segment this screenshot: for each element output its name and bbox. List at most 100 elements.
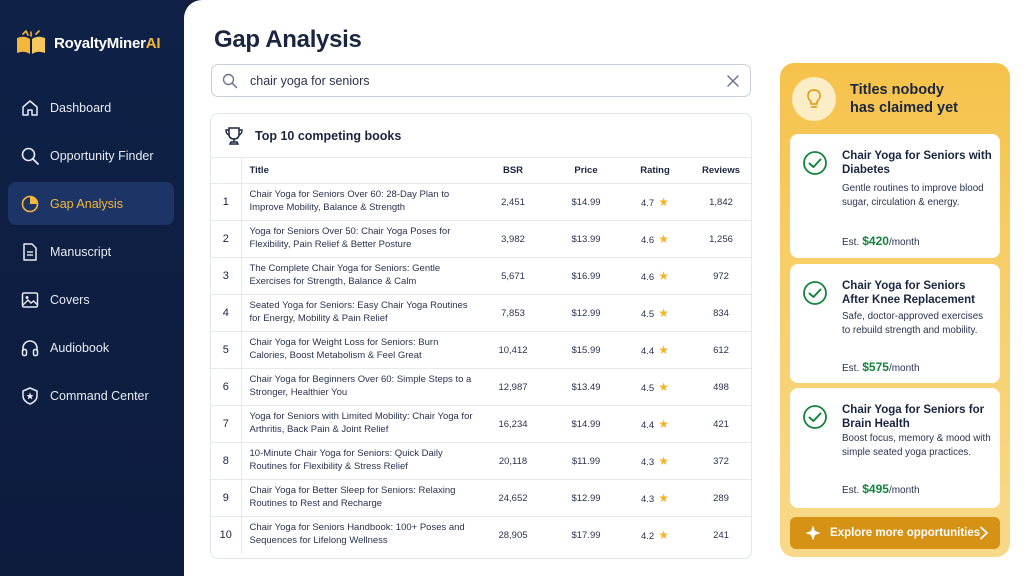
table-row[interactable]: 10 Chair Yoga for Seniors Handbook: 100+ … [211,516,751,554]
rating-cell: 4.2 ★ [641,528,669,543]
main-panel: Gap Analysis Top 10 competing books Titl… [184,0,1024,576]
sidebar-item-label: Dashboard [50,100,112,115]
star-icon: ★ [658,380,669,394]
shield-icon [22,386,38,405]
table-row[interactable]: 4 Seated Yoga for Seniors: Easy Chair Yog… [211,294,751,332]
price-cell: $14.99 [553,183,619,221]
check-circle-icon [803,281,827,305]
search-bar[interactable] [211,64,751,97]
search-icon [222,73,238,88]
rank-cell: 1 [211,183,242,221]
rank-cell: 5 [211,331,242,369]
sidebar-item-manuscript[interactable]: Manuscript [8,230,174,273]
reviews-cell: 241 [713,529,729,541]
rating-cell: 4.3 ★ [619,479,691,517]
sidebar-nav: Dashboard Opportunity Finder Gap Analysi… [8,86,174,422]
trophy-icon [225,126,243,145]
rating-column-header[interactable]: Rating [619,157,691,184]
competing-books-table: Title BSR Price Rating Reviews 1 Chair Yo… [211,157,751,554]
rating-cell: 4.4 ★ [619,405,691,443]
search-input[interactable] [250,73,726,88]
rank-cell: 2 [211,220,242,258]
bsr-cell: 7,853 [473,294,553,332]
rank-cell: 6 [211,368,242,406]
opportunities-title: Titles nobody has claimed yet [850,81,958,116]
title-cell: Chair Yoga for Better Sleep for Seniors:… [241,479,473,517]
lightbulb-icon [807,89,821,108]
opportunity-title: Chair Yoga for Seniors for Brain Health [842,404,985,431]
home-icon [22,99,38,116]
title-cell: Yoga for Seniors with Limited Mobility: … [241,405,473,443]
star-icon: ★ [658,491,669,505]
table-row[interactable]: 9 Chair Yoga for Better Sleep for Seniors… [211,479,751,517]
check-circle-icon [803,151,827,175]
opportunity-card[interactable]: Chair Yoga for Seniors for Brain Health … [790,388,1000,508]
chevron-right-icon [980,526,988,540]
title-column-header[interactable]: Title [241,157,473,184]
pie-chart-icon [21,195,39,212]
rating-cell: 4.5 ★ [619,368,691,406]
reviews-cell: 289 [691,479,751,517]
opportunity-estimate: Est. $495/month [842,482,920,496]
price-column-header[interactable]: Price [553,157,619,184]
sidebar-item-opportunity-finder[interactable]: Opportunity Finder [8,134,174,177]
price-cell: $16.99 [553,257,619,295]
sidebar-item-label: Opportunity Finder [50,148,154,163]
opportunity-card[interactable]: Chair Yoga for Seniors with Diabetes Gen… [790,134,1000,258]
document-icon [23,242,37,261]
competing-books-card: Top 10 competing books Title BSR Price R… [210,113,752,559]
reviews-cell: 972 [691,257,751,295]
opportunity-card[interactable]: Chair Yoga for Seniors After Knee Replac… [790,264,1000,383]
sidebar-item-command-center[interactable]: Command Center [8,374,174,417]
star-icon: ★ [658,269,669,283]
table-row[interactable]: 2 Yoga for Seniors Over 50: Chair Yoga Po… [211,220,751,258]
opportunity-title: Chair Yoga for Seniors with Diabetes [842,150,992,177]
sidebar-item-dashboard[interactable]: Dashboard [8,86,174,129]
explore-more-button[interactable]: Explore more opportunities [790,517,1000,549]
price-cell: $11.99 [553,442,619,480]
bsr-cell: 2,451 [473,183,553,221]
opportunities-panel: Titles nobody has claimed yet Chair Yoga… [780,63,1010,557]
rank-cell: 7 [211,405,242,443]
table-row[interactable]: 5 Chair Yoga for Weight Loss for Seniors:… [211,331,751,369]
table-row[interactable]: 8 10-Minute Chair Yoga for Seniors: Quick… [211,442,751,480]
title-cell: Chair Yoga for Weight Loss for Seniors: … [241,331,473,369]
price-cell: $13.99 [553,220,619,258]
brand-logo[interactable]: RoyaltyMinerAI [14,30,161,56]
sidebar-item-gap-analysis[interactable]: Gap Analysis [8,182,174,225]
sidebar-item-covers[interactable]: Covers [8,278,174,321]
title-cell: Yoga for Seniors Over 50: Chair Yoga Pos… [241,220,473,258]
table-row[interactable]: 1 Chair Yoga for Seniors Over 60: 28-Day … [211,183,751,221]
opportunity-estimate: Est. $420/month [842,234,920,248]
bsr-cell: 16,234 [473,405,553,443]
bsr-cell: 28,905 [498,529,528,541]
star-icon: ★ [658,343,669,357]
reviews-cell: 1,842 [691,183,751,221]
search-icon [21,147,39,165]
sidebar-item-label: Audiobook [50,340,110,355]
table-row[interactable]: 3 The Complete Chair Yoga for Seniors: Ge… [211,257,751,295]
close-icon[interactable] [726,74,740,88]
rank-cell: 4 [211,294,242,332]
title-cell: Chair Yoga for Seniors Handbook: 100+ Po… [249,522,465,547]
title-cell: Chair Yoga for Beginners Over 60: Simple… [241,368,473,406]
sparkle-star-icon [805,525,821,541]
reviews-cell: 372 [691,442,751,480]
table-row[interactable]: 7 Yoga for Seniors with Limited Mobility:… [211,405,751,443]
reviews-column-header[interactable]: Reviews [691,157,751,184]
price-cell: $17.99 [571,529,601,541]
title-cell: The Complete Chair Yoga for Seniors: Gen… [241,257,473,295]
opportunity-title: Chair Yoga for Seniors After Knee Replac… [842,280,975,307]
sidebar-item-label: Covers [50,292,90,307]
bsr-column-header[interactable]: BSR [473,157,553,184]
opportunity-estimate: Est. $575/month [842,360,920,374]
sidebar-item-audiobook[interactable]: Audiobook [8,326,174,369]
title-cell: Chair Yoga for Seniors Over 60: 28-Day P… [241,183,473,221]
table-header-row: Title BSR Price Rating Reviews [211,157,751,184]
opportunities-header: Titles nobody has claimed yet [792,77,970,121]
table-row[interactable]: 6 Chair Yoga for Beginners Over 60: Simpl… [211,368,751,406]
rank-cell: 3 [211,257,242,295]
rank-cell: 9 [211,479,242,517]
image-icon [21,291,39,308]
page-title: Gap Analysis [214,26,362,53]
